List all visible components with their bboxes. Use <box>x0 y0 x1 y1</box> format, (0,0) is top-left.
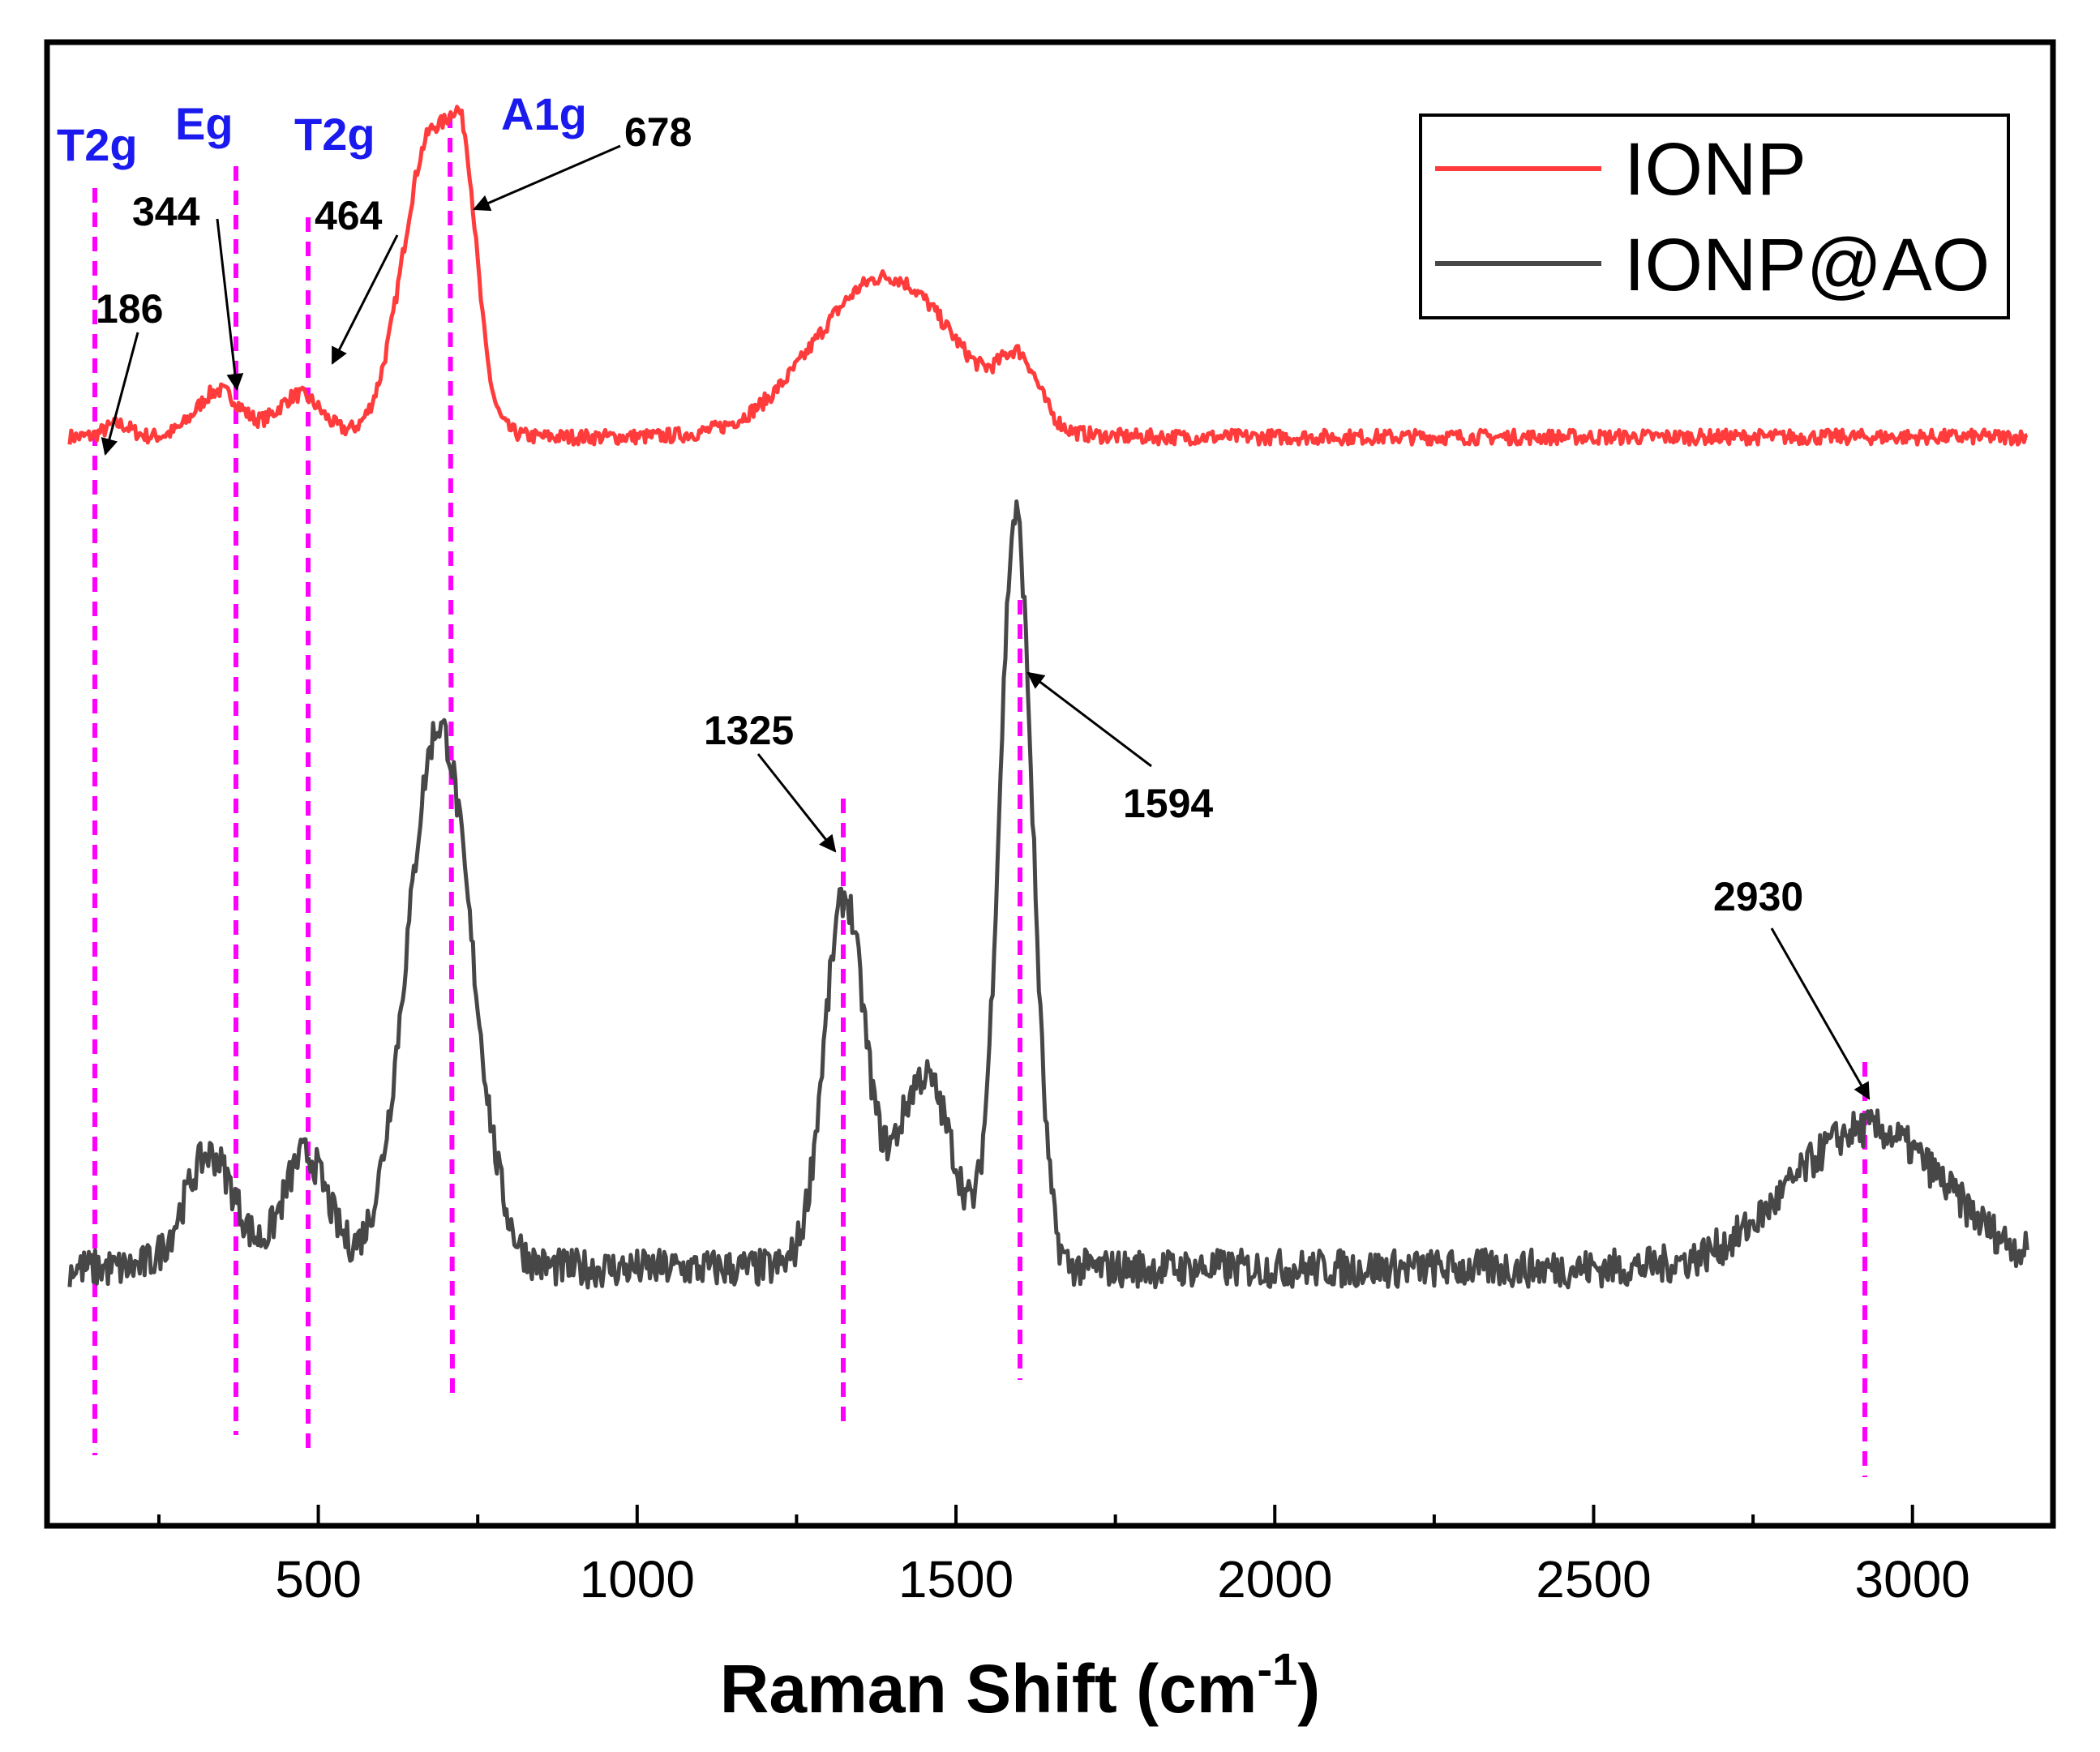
arrow-464 <box>331 234 399 365</box>
arrow-186 <box>101 332 139 456</box>
peak-label-464: 464 <box>315 193 383 238</box>
x-axis-ticks <box>156 1505 1914 1526</box>
mode-label-a1g: A1g <box>501 88 587 139</box>
legend: IONP IONP@AO <box>1419 114 2010 319</box>
legend-label-ionp: IONP <box>1624 128 1806 211</box>
peak-label-344: 344 <box>132 189 200 234</box>
x-tick-label-2500: 2500 <box>1536 1550 1651 1608</box>
x-tick-label-1500: 1500 <box>898 1550 1014 1608</box>
x-tick-label-1000: 1000 <box>580 1550 695 1608</box>
legend-box <box>1419 114 2010 319</box>
arrow-1325 <box>756 753 837 853</box>
peak-label-1325: 1325 <box>704 708 794 753</box>
mode-label-eg: Eg <box>175 98 234 149</box>
peak-label-2930: 2930 <box>1713 874 1803 919</box>
peak-label-1594: 1594 <box>1123 781 1213 826</box>
legend-label-ionp-ao: IONP@AO <box>1624 224 1990 306</box>
plot-frame <box>44 39 2056 1529</box>
arrow-678 <box>473 144 621 212</box>
x-axis-tick-labels: 500 1000 1500 2000 2500 3000 <box>275 1550 1970 1608</box>
x-axis-title-close: ) <box>1297 1651 1320 1727</box>
series-line-ionp-ao <box>67 499 2029 1290</box>
annotation-arrows <box>101 144 1871 1100</box>
arrow-2930 <box>1770 927 1871 1100</box>
arrow-1594 <box>1026 671 1152 768</box>
mode-label-t2g-2: T2g <box>294 109 375 160</box>
guide-line-678 <box>448 113 455 1397</box>
x-tick-label-2000: 2000 <box>1217 1550 1332 1608</box>
peak-label-678: 678 <box>624 109 692 155</box>
x-axis-title: Raman Shift (cm-1) <box>720 1643 1321 1727</box>
x-axis-title-superscript: -1 <box>1258 1643 1298 1694</box>
peak-label-186: 186 <box>96 286 163 332</box>
x-tick-label-500: 500 <box>275 1550 362 1608</box>
arrow-344 <box>216 218 244 392</box>
mode-label-t2g-1: T2g <box>57 119 138 170</box>
guide-lines <box>92 113 1867 1477</box>
x-tick-label-3000: 3000 <box>1855 1550 1970 1608</box>
series-line-ionp <box>67 105 2029 447</box>
